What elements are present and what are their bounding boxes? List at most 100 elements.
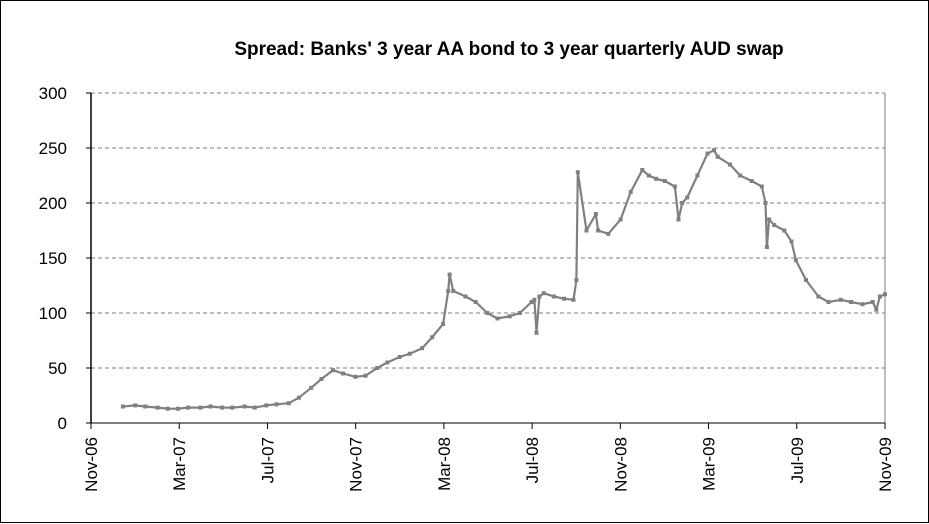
data-point xyxy=(529,300,534,304)
x-tick-label: Jul-08 xyxy=(523,437,542,483)
data-point xyxy=(264,403,269,408)
data-point xyxy=(537,294,542,299)
data-point xyxy=(430,335,435,340)
data-point xyxy=(789,239,794,244)
data-point xyxy=(507,314,512,319)
data-point xyxy=(120,404,125,409)
y-tick-label: 100 xyxy=(39,304,67,323)
data-point xyxy=(628,190,633,194)
data-point xyxy=(420,346,425,351)
data-point xyxy=(220,405,225,410)
data-point xyxy=(242,404,247,409)
data-point xyxy=(155,405,160,410)
data-point xyxy=(860,302,865,307)
data-point xyxy=(695,173,700,178)
data-point xyxy=(407,351,412,356)
data-point xyxy=(286,401,291,406)
data-point xyxy=(447,272,452,277)
data-point xyxy=(541,291,546,296)
y-tick-label: 150 xyxy=(39,249,67,268)
data-point xyxy=(175,406,180,411)
data-point xyxy=(143,404,148,409)
data-point xyxy=(870,300,875,304)
y-axis-ticks: 0 50 100 150 200 250 300 xyxy=(39,84,91,433)
data-point xyxy=(672,184,677,189)
data-point xyxy=(551,294,556,299)
data-point xyxy=(764,245,769,249)
x-tick-label: Mar-09 xyxy=(700,437,719,491)
x-tick-label: Nov-06 xyxy=(82,437,101,492)
data-point xyxy=(571,297,576,302)
data-point xyxy=(532,297,537,302)
data-point xyxy=(198,405,203,410)
data-point xyxy=(883,292,887,297)
data-point xyxy=(715,154,720,159)
data-point xyxy=(738,173,743,178)
data-point xyxy=(252,405,257,410)
data-point xyxy=(446,289,451,293)
data-point xyxy=(618,217,623,222)
data-point xyxy=(331,368,335,373)
data-point xyxy=(309,385,314,390)
data-point xyxy=(685,195,690,200)
x-tick-label: Mar-07 xyxy=(170,437,189,491)
data-point xyxy=(363,373,368,378)
data-point xyxy=(186,405,191,410)
data-point xyxy=(816,294,821,299)
data-point xyxy=(767,217,772,222)
data-point xyxy=(680,201,685,205)
data-point xyxy=(485,311,490,315)
data-point xyxy=(451,289,456,293)
data-point xyxy=(596,228,601,233)
data-point xyxy=(562,296,567,301)
x-tick-label: Nov-08 xyxy=(611,437,630,492)
data-point xyxy=(772,223,777,227)
data-point xyxy=(804,278,808,282)
data-point xyxy=(274,402,279,407)
data-point xyxy=(353,374,358,379)
data-point xyxy=(782,228,787,233)
x-tick-label: Jul-09 xyxy=(788,437,807,483)
data-point xyxy=(463,294,468,299)
data-point xyxy=(640,168,645,172)
data-point xyxy=(473,300,478,304)
data-point xyxy=(646,173,651,178)
data-point xyxy=(341,371,346,376)
data-point xyxy=(375,366,380,370)
data-point xyxy=(133,403,138,408)
y-tick-label: 200 xyxy=(39,194,67,213)
data-point xyxy=(296,395,301,400)
data-point xyxy=(606,231,611,236)
data-point xyxy=(495,316,500,321)
data-point xyxy=(838,297,843,302)
data-point xyxy=(584,228,589,233)
data-point xyxy=(385,360,390,365)
x-tick-label: Jul-07 xyxy=(258,437,277,483)
x-axis-ticks: Nov-06 Mar-07 Jul-07 Nov-07 Mar-08 Jul-08 Nov-… xyxy=(82,423,895,492)
y-tick-label: 0 xyxy=(58,414,67,433)
data-point xyxy=(574,278,579,282)
data-point xyxy=(662,179,667,183)
data-point xyxy=(759,184,764,189)
data-point xyxy=(165,406,170,411)
x-tick-label: Nov-09 xyxy=(876,437,895,492)
x-tick-label: Mar-08 xyxy=(435,437,454,491)
data-point xyxy=(517,311,522,315)
data-point xyxy=(877,294,882,299)
x-tick-label: Nov-07 xyxy=(347,437,366,492)
data-point xyxy=(441,322,446,326)
data-point xyxy=(208,404,213,409)
data-point xyxy=(575,170,580,175)
data-point xyxy=(874,307,879,312)
data-point xyxy=(712,148,716,153)
data-point xyxy=(593,212,598,216)
data-point xyxy=(705,151,710,156)
y-tick-label: 50 xyxy=(48,359,67,378)
data-point xyxy=(749,179,754,183)
data-point xyxy=(849,300,853,304)
data-point xyxy=(397,355,402,359)
data-point xyxy=(826,300,831,304)
data-series xyxy=(120,148,887,411)
